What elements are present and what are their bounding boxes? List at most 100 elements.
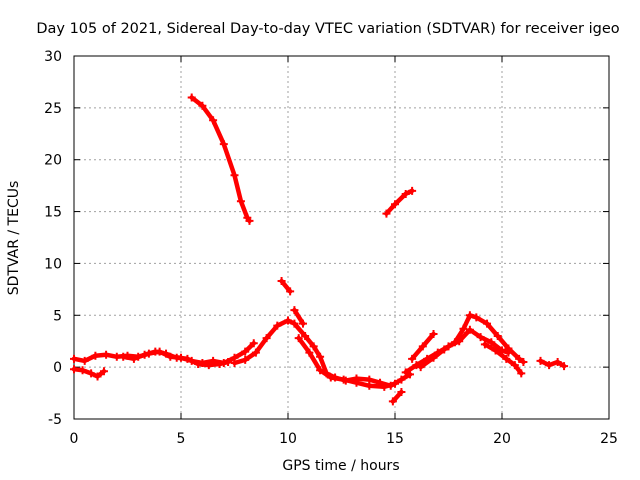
data-point-marker (290, 306, 299, 315)
data-point-marker (102, 350, 111, 359)
data-point-marker (172, 353, 181, 362)
y-tick-label: 15 (44, 205, 62, 221)
data-point-marker (249, 339, 258, 348)
series-arc-rise-to-peak (232, 318, 413, 389)
axis-ticks: 0 5 10 15 20 25 -5 0 5 10 15 20 25 30 (44, 49, 618, 447)
plot-frame (73, 55, 610, 420)
data-point-marker (241, 347, 250, 356)
y-tick-label: 10 (44, 256, 62, 272)
data-point-marker (78, 366, 87, 375)
y-axis-label: SDTVAR / TECUs (6, 181, 22, 296)
x-tick-label: 0 (70, 431, 79, 447)
data-point-marker (286, 287, 295, 296)
data-point-marker (273, 321, 282, 330)
data-point-marker (429, 329, 438, 338)
data-point-marker (483, 319, 492, 328)
data-point-marker (162, 349, 171, 358)
data-point-marker (70, 354, 78, 363)
data-point-marker (183, 354, 192, 363)
data-point-marker (491, 346, 500, 355)
series-arc-evening-c (418, 313, 526, 370)
data-point-marker (510, 361, 519, 370)
data-point-marker (429, 353, 438, 362)
data-point-marker (450, 338, 459, 347)
data-point-marker (215, 360, 224, 369)
data-point-marker (194, 360, 203, 369)
data-point-marker (536, 356, 545, 365)
data-point-marker (309, 342, 318, 351)
data-point-marker (224, 357, 233, 366)
data-point-marker (545, 361, 554, 370)
data-point-marker (284, 316, 292, 325)
data-point-marker (493, 332, 502, 341)
data-point-marker (301, 332, 310, 341)
data-point-marker (472, 313, 481, 322)
data-point-marker (298, 319, 307, 328)
data-point-marker (339, 375, 348, 384)
data-point-marker (294, 334, 303, 343)
data-point-marker (70, 365, 78, 374)
data-point-marker (480, 340, 489, 349)
data-point-marker (204, 361, 213, 370)
data-point-marker (241, 355, 250, 364)
data-point-marker (397, 375, 406, 384)
data-point-marker (80, 356, 89, 365)
x-tick-label: 10 (279, 431, 297, 447)
data-point-marker (515, 354, 524, 363)
data-point-marker (262, 334, 271, 343)
series-arc-dip-low (390, 389, 404, 404)
chart-title: Day 105 of 2021, Sidereal Day-to-day VTE… (36, 21, 619, 37)
data-point-marker (560, 362, 569, 371)
series-arc-peak-short-2 (292, 307, 306, 326)
data-point-marker (401, 189, 410, 198)
x-tick-label: 20 (493, 431, 511, 447)
data-point-marker (418, 342, 427, 351)
data-point-marker (391, 379, 399, 388)
data-point-marker (326, 373, 335, 382)
x-tick-label: 15 (386, 431, 404, 447)
data-point-marker (440, 345, 449, 354)
y-tick-label: -5 (48, 412, 62, 428)
series-arc-mid-high (384, 188, 415, 216)
data-point-marker (129, 354, 138, 363)
data-point-marker (382, 209, 391, 218)
x-tick-label: 25 (600, 431, 618, 447)
data-point-marker (93, 372, 102, 381)
grid (74, 56, 609, 419)
data-point-marker (316, 366, 325, 375)
data-point-marker (305, 348, 314, 357)
data-point-marker (290, 319, 299, 328)
data-point-marker (219, 140, 228, 149)
data-point-marker (87, 369, 96, 378)
data-point-marker (504, 344, 513, 353)
data-point-marker (91, 351, 100, 360)
data-point-marker (401, 368, 410, 377)
data-point-marker (391, 200, 399, 209)
series-arc-late (538, 358, 567, 369)
y-tick-label: 25 (44, 101, 62, 117)
series-arc-peak-short (279, 278, 293, 294)
data-point-marker (502, 354, 511, 363)
data-point-marker (119, 352, 128, 361)
data-point-marker (519, 357, 528, 366)
data-point-marker (380, 382, 389, 391)
data-point-marker (553, 357, 562, 366)
y-tick-label: 30 (44, 49, 62, 65)
data-point-marker (236, 197, 245, 206)
data-point-marker (251, 348, 260, 357)
y-tick-label: 5 (53, 308, 62, 324)
data-point-marker (277, 277, 286, 286)
data-point-marker (517, 369, 526, 378)
data-point-marker (416, 363, 425, 372)
series-arc-high-descending (189, 95, 252, 224)
data-point-marker (151, 347, 160, 356)
data-point-marker (365, 381, 374, 390)
data-point-marker (140, 350, 149, 359)
data-point-marker (388, 397, 397, 406)
x-tick-label: 5 (177, 431, 186, 447)
data-point-marker (245, 216, 254, 225)
data-point-marker (408, 354, 417, 363)
data-point-marker (352, 378, 361, 387)
data-point-marker (487, 338, 496, 347)
